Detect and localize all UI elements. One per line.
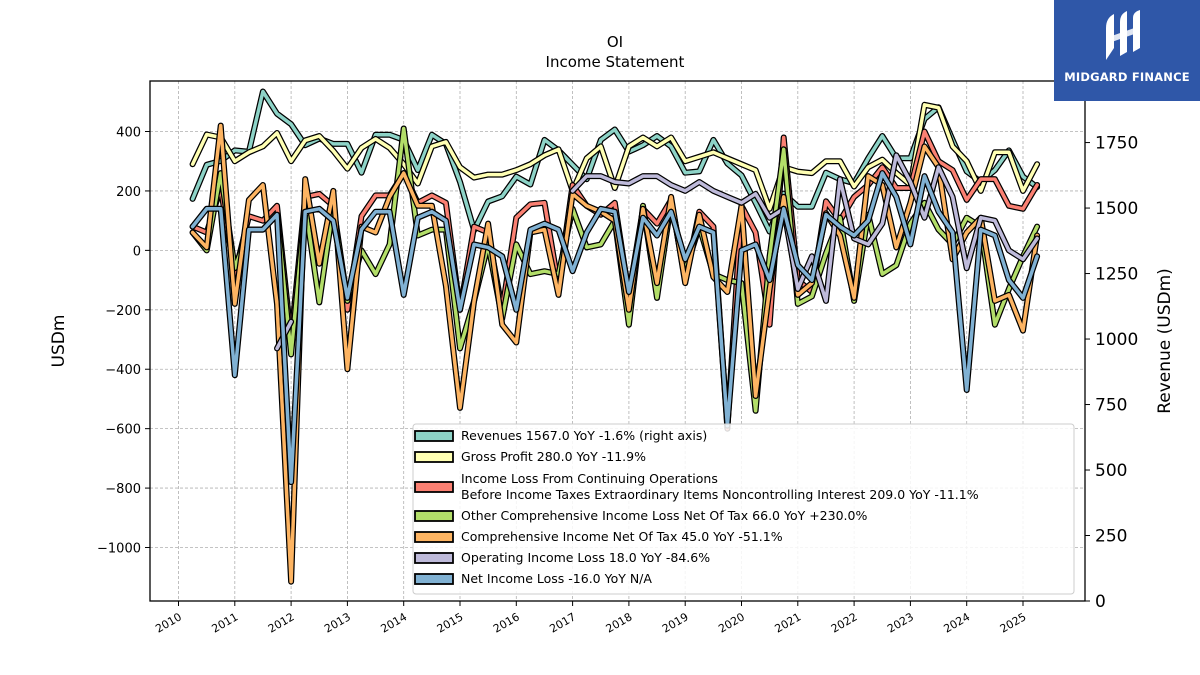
y-tick-label: −200 (105, 304, 141, 319)
y-axis-right: 1750 1500 1250 1000 750 500 250 0 (1085, 134, 1138, 612)
legend-swatch-6 (414, 573, 454, 585)
logo-mark-icon (1106, 10, 1140, 60)
legend-swatch-0 (414, 430, 454, 442)
legend-label-3: Other Comprehensive Income Loss Net Of T… (461, 508, 867, 523)
y-tick-label: −800 (105, 482, 141, 497)
y-axis-right-label: Revenue (USDm) (1155, 268, 1175, 414)
x-tick-label: 2011 (210, 610, 241, 635)
y-right-tick-label: 1500 (1095, 199, 1138, 219)
y-tick-label: 0 (133, 244, 141, 259)
x-tick-label: 2016 (491, 610, 522, 635)
legend-label-6: Net Income Loss -16.0 YoY N/A (461, 571, 652, 586)
chart-subtitle: Income Statement (546, 53, 685, 71)
legend-swatch-3 (414, 510, 454, 522)
series-line-1 (190, 103, 1039, 211)
x-tick-label: 2017 (547, 610, 578, 635)
x-tick-label: 2010 (153, 610, 184, 635)
x-tick-label: 2020 (716, 610, 747, 635)
x-tick-label: 2013 (322, 610, 353, 635)
y-axis-label: USDm (49, 315, 69, 368)
y-right-tick-label: 750 (1095, 396, 1127, 416)
chart-title: OI (607, 33, 623, 51)
x-tick-label: 2025 (998, 610, 1029, 635)
y-axis-left: 400 200 0 −200 −400 −600 −800 −1000 (97, 126, 150, 557)
x-tick-label: 2024 (941, 610, 972, 635)
y-right-tick-label: 1000 (1095, 330, 1138, 350)
x-tick-label: 2018 (604, 610, 635, 635)
x-tick-label: 2019 (660, 610, 691, 635)
y-tick-label: −400 (105, 363, 141, 378)
x-tick-label: 2023 (885, 610, 916, 635)
x-tick-label: 2022 (829, 610, 860, 635)
y-tick-label: 400 (116, 126, 141, 141)
brand-name: MIDGARD FINANCE (1064, 70, 1190, 84)
legend-label-1: Gross Profit 280.0 YoY -11.9% (461, 449, 646, 464)
x-tick-label: 2012 (266, 610, 297, 635)
brand-logo: MIDGARD FINANCE (1054, 0, 1200, 101)
legend-label-4: Comprehensive Income Net Of Tax 45.0 YoY… (461, 529, 783, 544)
x-tick-label: 2021 (773, 610, 804, 635)
legend-label-2: Income Loss From Continuing Operations (461, 471, 718, 486)
legend: Revenues 1567.0 YoY -1.6% (right axis) Gr… (412, 423, 1075, 595)
y-right-tick-label: 250 (1095, 527, 1127, 547)
y-right-tick-label: 0 (1095, 592, 1106, 612)
legend-swatch-2 (414, 481, 454, 493)
legend-box (412, 423, 1075, 595)
y-tick-label: −1000 (97, 542, 141, 557)
y-tick-label: 200 (116, 185, 141, 200)
y-right-tick-label: 1250 (1095, 265, 1138, 285)
legend-label-2: Before Income Taxes Extraordinary Items … (461, 487, 979, 502)
y-tick-label: −600 (105, 423, 141, 438)
legend-label-0: Revenues 1567.0 YoY -1.6% (right axis) (461, 428, 707, 443)
series-line-6 (190, 171, 1039, 484)
y-right-tick-label: 500 (1095, 461, 1127, 481)
y-right-tick-label: 1750 (1095, 134, 1138, 154)
legend-swatch-1 (414, 451, 454, 463)
x-tick-label: 2015 (435, 610, 466, 635)
legend-swatch-4 (414, 531, 454, 543)
legend-label-5: Operating Income Loss 18.0 YoY -84.6% (461, 550, 710, 565)
legend-swatch-5 (414, 552, 454, 564)
plot-frame (149, 80, 1086, 602)
x-axis: 2010 2011 2012 2013 2014 2015 2016 2017 2018 2019… (153, 601, 1029, 636)
series-lines (189, 88, 1041, 585)
x-tick-label: 2014 (378, 610, 409, 635)
